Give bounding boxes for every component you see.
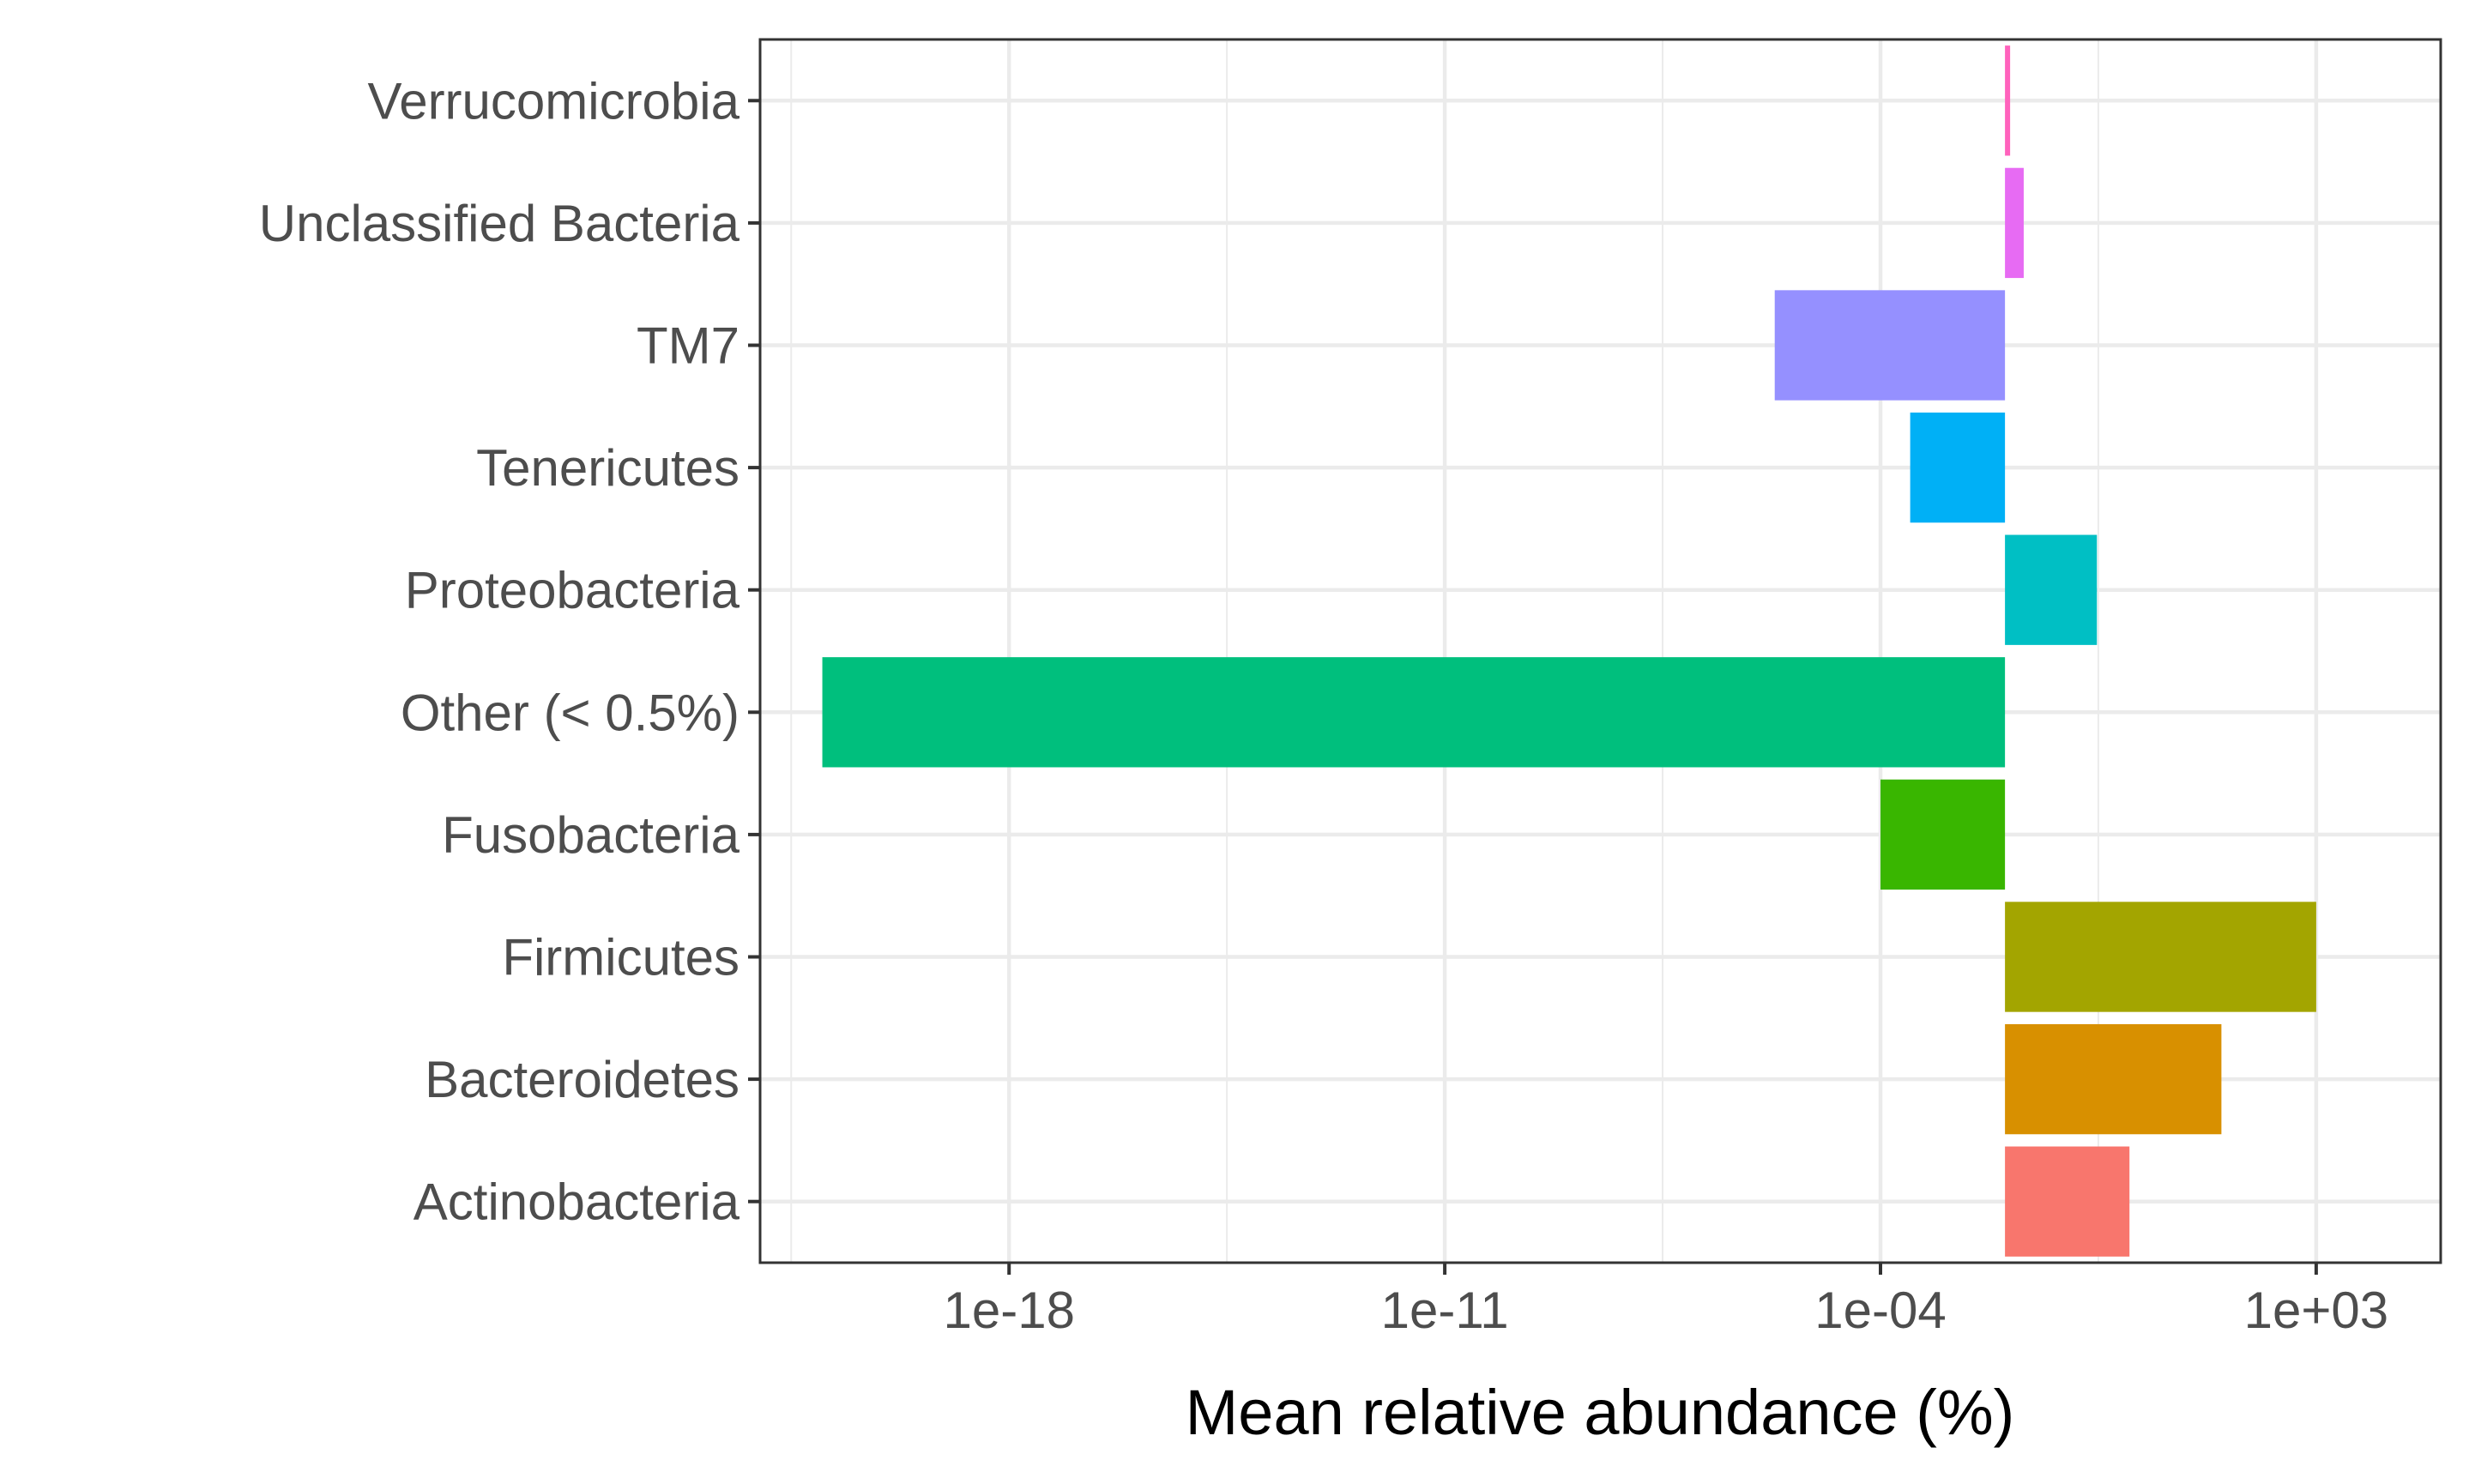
y-tick-label: Unclassified Bacteria [259,195,740,252]
bar-other-0-5 [822,657,2006,768]
x-tick-label: 1e-18 [943,1282,1074,1339]
y-tick-label: Firmicutes [502,929,739,986]
bar-actinobacteria [2005,1146,2130,1257]
bar-unclassified-bacteria [2005,167,2024,279]
axis-layer: Actinobacteria Bacteroidetes Firmicutes Fus… [259,72,2388,1339]
bar-firmicutes [2005,902,2316,1012]
x-tick-label: 1e-04 [1814,1282,1946,1339]
y-tick-label: Bacteroidetes [425,1051,739,1108]
bar-layer [822,45,2316,1257]
y-tick-label: Proteobacteria [405,562,740,619]
x-tick-label: 1e-11 [1381,1282,1509,1339]
x-tick-label: 1e+03 [2244,1282,2389,1339]
y-tick-label: Verrucomicrobia [367,72,739,130]
y-tick-label: Fusobacteria [442,806,739,864]
y-tick-label: Tenericutes [476,439,739,497]
bar-proteobacteria [2005,534,2098,645]
x-axis-title: Mean relative abundance (%) [1186,1377,2015,1448]
bar-fusobacteria [1880,779,2006,890]
bar-tenericutes [1910,412,2006,523]
bar-tm7 [1774,290,2006,401]
bar-verrucomicrobia [2005,45,2011,156]
y-tick-label: Other (< 0.5%) [401,684,739,741]
bar-bacteroidetes [2005,1023,2222,1135]
panel-border [758,38,2442,1264]
y-tick-label: Actinobacteria [414,1173,740,1231]
y-tick-label: TM7 [637,317,739,375]
